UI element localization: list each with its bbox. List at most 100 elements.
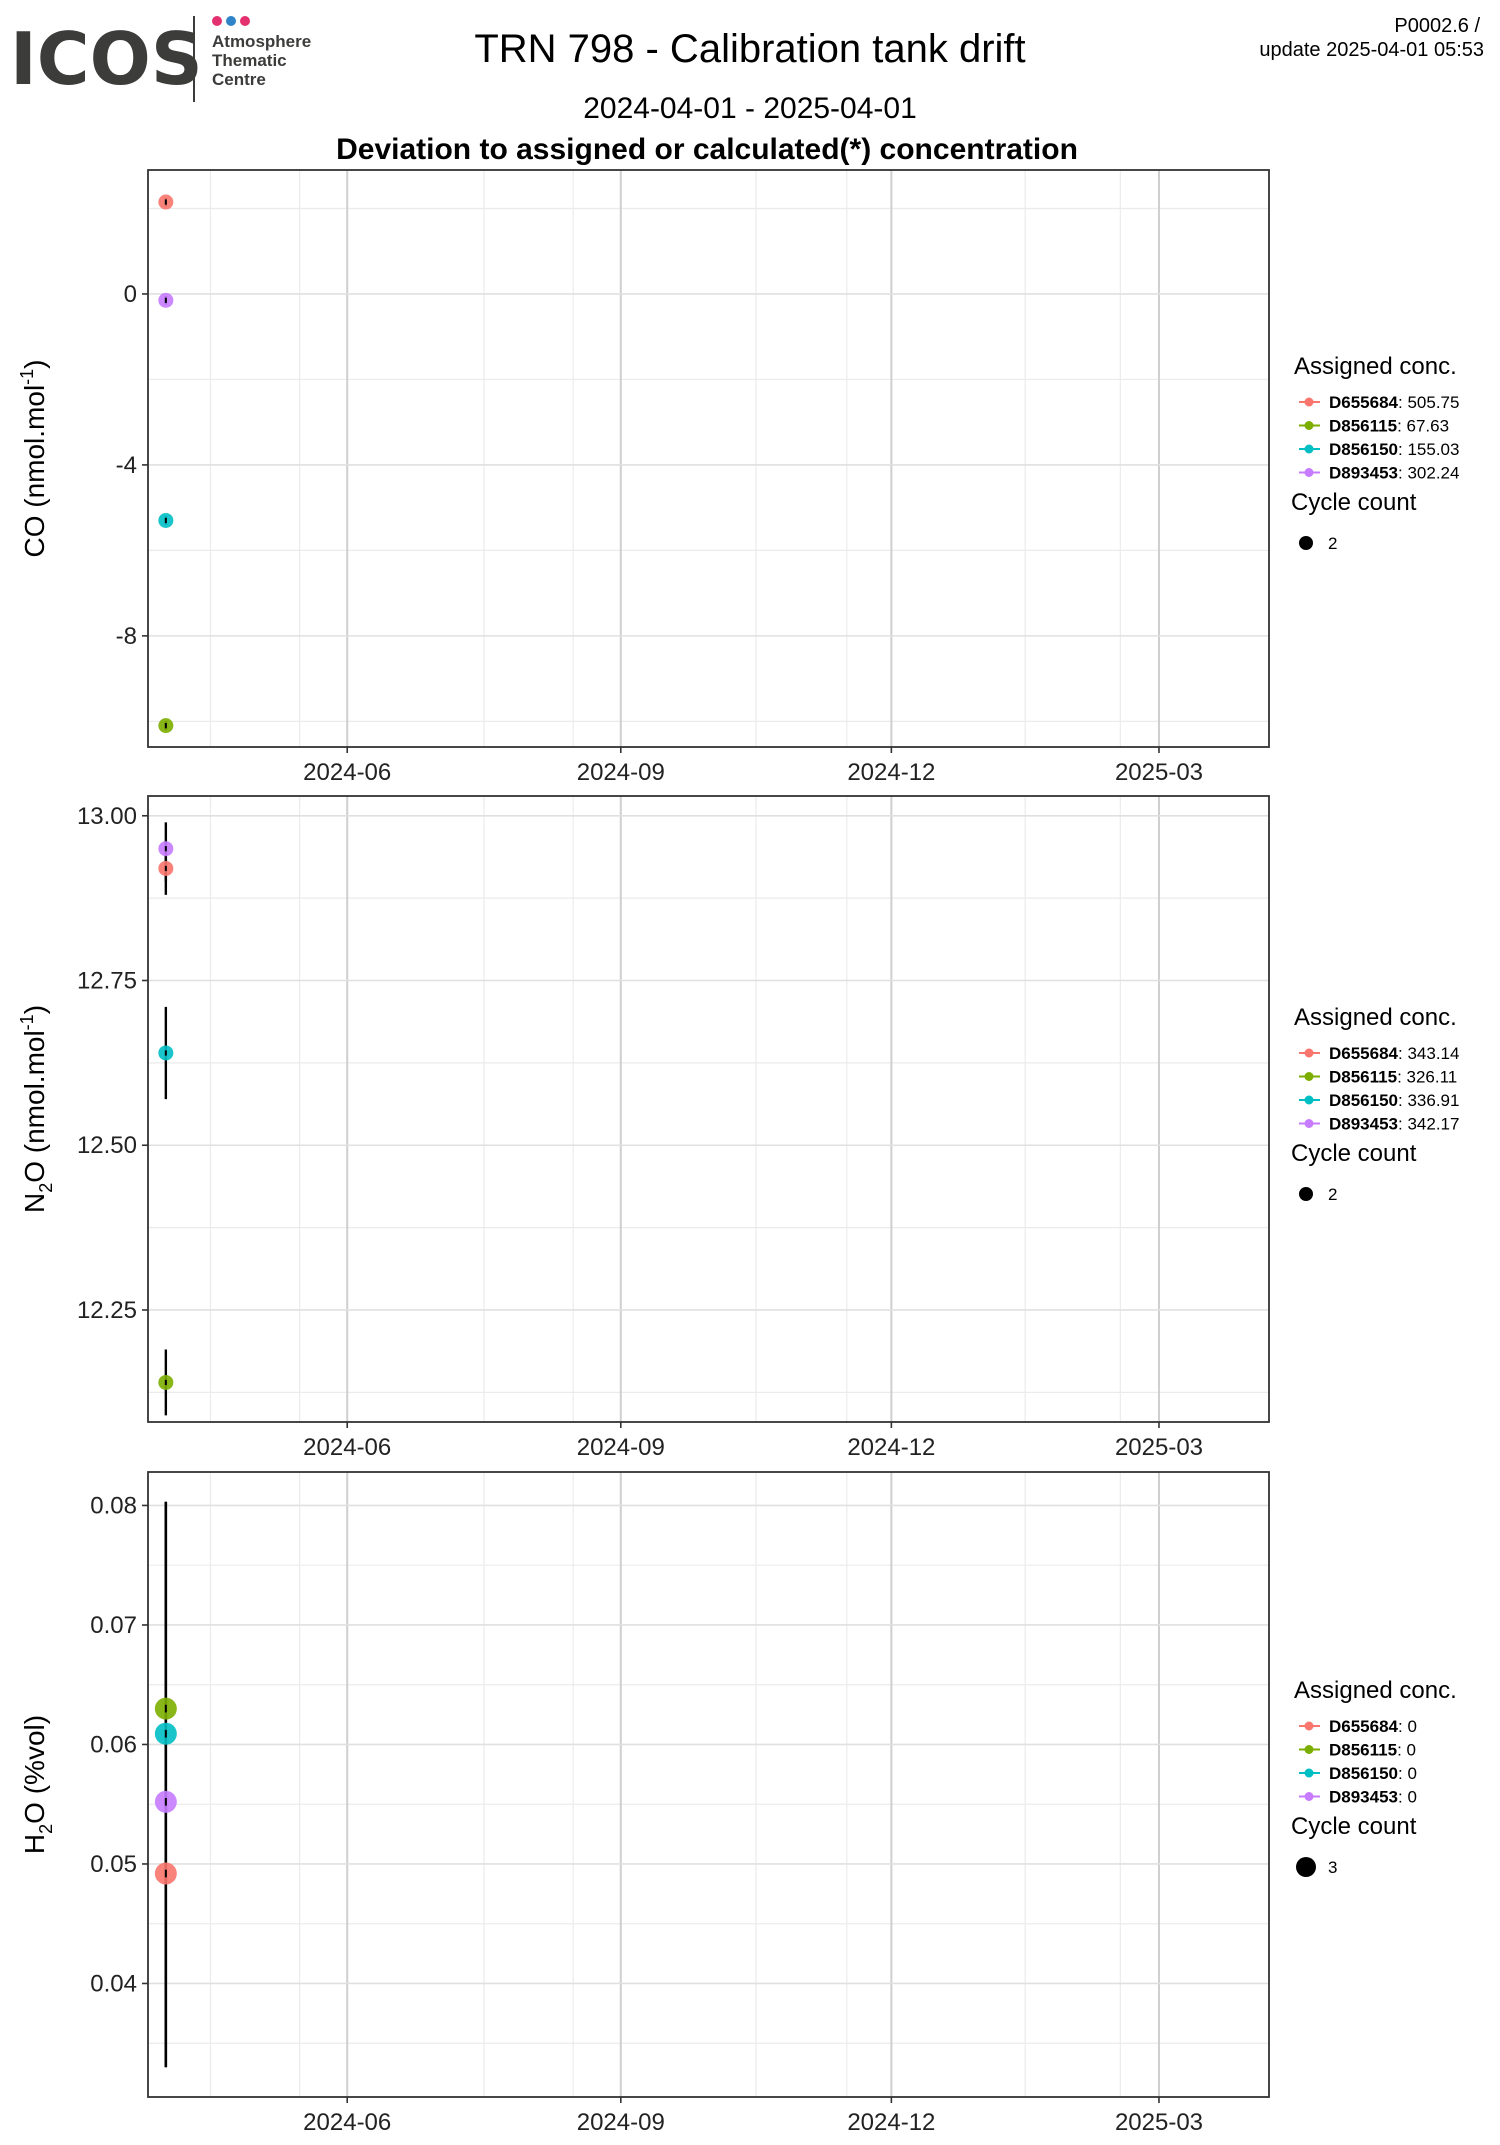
n2o-size-legend-title: Cycle count — [1291, 1140, 1417, 1167]
y-tick-label: 12.25 — [77, 1297, 137, 1324]
logo-dot-3 — [240, 16, 250, 26]
chart-title: TRN 798 - Calibration tank drift — [474, 27, 1025, 71]
version-label: P0002.6 / — [1394, 15, 1480, 37]
legend-key-dot-D856150 — [1304, 1768, 1314, 1778]
n2o-legend-title: Assigned conc. — [1294, 1004, 1457, 1031]
y-tick-label: 13.00 — [77, 803, 137, 830]
legend-entry-D655684: D655684: 0 — [1329, 1717, 1417, 1736]
n2o-plot-border — [147, 795, 1270, 1423]
h2o-x-ticks: 2024-06 2024-09 2024-12 2025-03 — [303, 2097, 1203, 2136]
h2o-panel: 0.080.070.060.050.04 2024-06 2024-09 2024-… — [19, 1471, 1457, 2136]
co-gridlines — [148, 170, 1269, 747]
n2o-gridlines — [148, 796, 1269, 1422]
co-plot-area — [148, 170, 1269, 747]
legend-key-dot-D655684 — [1304, 397, 1314, 407]
chart-subtitle: Deviation to assigned or calculated(*) c… — [336, 133, 1078, 166]
co-legend-title: Assigned conc. — [1294, 353, 1457, 380]
logo-dot-1 — [212, 16, 222, 26]
y-tick-label: 0.07 — [90, 1612, 137, 1639]
logo-line-3: Centre — [212, 70, 266, 89]
legend-entry-D856150: D856150: 336.91 — [1329, 1091, 1459, 1110]
legend-entry-D856150: D856150: 0 — [1329, 1764, 1417, 1783]
legend-key-dot-D655684 — [1304, 1721, 1314, 1731]
legend-key-dot-D655684 — [1304, 1048, 1314, 1058]
legend-key-dot-D856115 — [1304, 1072, 1314, 1081]
update-label: update 2025-04-01 05:53 — [1259, 39, 1484, 61]
co-x-ticks: 2024-06 2024-09 2024-12 2025-03 — [303, 747, 1203, 786]
y-tick-label: -8 — [116, 623, 137, 650]
h2o-y-ticks: 0.08 0.07 0.06 0.05 0.04 — [90, 1492, 148, 1997]
y-tick-label: 12.50 — [77, 1132, 137, 1159]
n2o-y-ticks: 13.00 12.75 12.50 12.25 — [77, 803, 148, 1324]
h2o-gridlines — [148, 1472, 1269, 2097]
legend-entry-D856150: D856150: 155.03 — [1329, 440, 1459, 459]
legend-key-dot-D856115 — [1304, 1745, 1314, 1754]
legend-key-dot-D856115 — [1304, 421, 1314, 430]
legend-entry-D856115: D856115: 67.63 — [1329, 417, 1449, 436]
h2o-plot-area — [148, 1472, 1269, 2097]
legend-entry-D893453: D893453: 302.24 — [1329, 464, 1459, 483]
h2o-legend-title: Assigned conc. — [1294, 1677, 1457, 1704]
co-size-legend-value: 2 — [1328, 534, 1337, 553]
y-tick-label: 0.04 — [90, 1970, 137, 1997]
x-tick-label: 2024-09 — [577, 2109, 665, 2136]
n2o-plot-area — [148, 796, 1269, 1422]
header: ICOS Atmosphere Thematic Centre TRN 798 … — [10, 15, 1484, 166]
icos-logo-wordmark: ICOS — [10, 17, 203, 101]
y-tick-label: 0 — [124, 281, 137, 308]
legend-key-dot-D856150 — [1304, 444, 1314, 454]
legend-entry-D655684: D655684: 505.75 — [1329, 393, 1459, 412]
y-tick-label: 0.06 — [90, 1731, 137, 1758]
h2o-plot-border — [147, 1471, 1270, 2098]
co-panel: 0 -4 -8 2024-06 2024-09 2024-12 2025-03 CO (n… — [17, 169, 1459, 786]
co-size-legend-title: Cycle count — [1291, 489, 1417, 516]
logo-dot-2 — [226, 16, 236, 26]
legend-key-dot-D893453 — [1304, 1119, 1314, 1128]
legend-key-dot-D856150 — [1304, 1095, 1314, 1105]
legend-entry-D856115: D856115: 0 — [1329, 1741, 1416, 1760]
co-data-points — [158, 194, 174, 734]
n2o-data-points — [158, 822, 174, 1416]
logo-line-2: Thematic — [212, 51, 287, 70]
n2o-y-axis-label: N2O (nmol.mol-1) — [17, 1005, 56, 1213]
h2o-size-legend-value: 3 — [1328, 1858, 1337, 1877]
legend-entry-D893453: D893453: 0 — [1329, 1788, 1417, 1807]
x-tick-label: 2024-06 — [303, 2109, 391, 2136]
x-tick-label: 2024-09 — [577, 759, 665, 786]
h2o-size-legend-title: Cycle count — [1291, 1813, 1417, 1840]
h2o-y-axis-label: H2O (%vol) — [19, 1715, 56, 1854]
logo-line-1: Atmosphere — [212, 32, 311, 51]
n2o-size-legend-value: 2 — [1328, 1185, 1337, 1204]
legend-key-dot-D893453 — [1304, 1792, 1314, 1801]
co-legend: Assigned conc. Cycle count 2 D655684: 50… — [1291, 353, 1459, 553]
size-legend-dot — [1296, 1857, 1316, 1877]
legend-key-dot-D893453 — [1304, 468, 1314, 477]
date-range: 2024-04-01 - 2025-04-01 — [583, 92, 917, 125]
size-legend-dot — [1299, 1187, 1313, 1201]
legend-entry-D893453: D893453: 342.17 — [1329, 1115, 1459, 1134]
y-tick-label: 0.05 — [90, 1851, 137, 1878]
y-tick-label: 12.75 — [77, 968, 137, 995]
h2o-legend: Assigned conc. Cycle count 3 D655684: 0 D… — [1291, 1677, 1457, 1877]
legend-entry-D655684: D655684: 343.14 — [1329, 1044, 1459, 1063]
x-tick-label: 2025-03 — [1115, 1434, 1203, 1461]
x-tick-label: 2025-03 — [1115, 759, 1203, 786]
y-tick-label: -4 — [116, 452, 137, 479]
x-tick-label: 2024-12 — [847, 1434, 935, 1461]
y-tick-label: 0.08 — [90, 1492, 137, 1519]
x-tick-label: 2025-03 — [1115, 2109, 1203, 2136]
legend-entry-D856115: D856115: 326.11 — [1329, 1068, 1457, 1087]
x-tick-label: 2024-12 — [847, 2109, 935, 2136]
h2o-data-points — [154, 1501, 177, 2068]
size-legend-dot — [1299, 536, 1313, 550]
co-plot-border — [147, 169, 1270, 748]
n2o-x-ticks: 2024-06 2024-09 2024-12 2025-03 — [303, 1422, 1203, 1461]
x-tick-label: 2024-12 — [847, 759, 935, 786]
co-y-ticks: 0 -4 -8 — [116, 281, 148, 650]
n2o-legend: Assigned conc. Cycle count 2 D655684: 34… — [1291, 1004, 1459, 1204]
co-y-axis-label: CO (nmol.mol-1) — [17, 359, 50, 557]
x-tick-label: 2024-06 — [303, 759, 391, 786]
x-tick-label: 2024-09 — [577, 1434, 665, 1461]
